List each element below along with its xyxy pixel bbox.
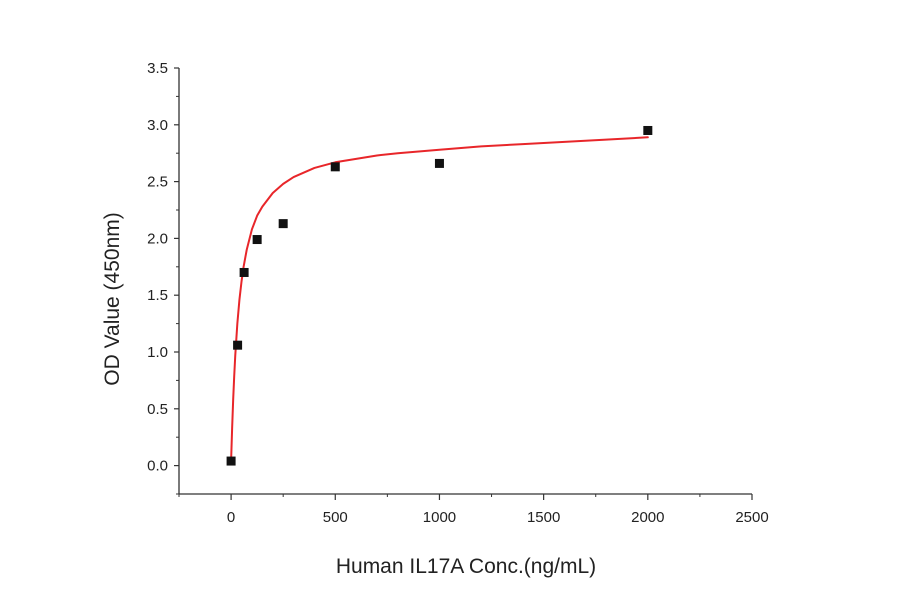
axes-layer: 0.0 0.5 1.0 1.5 2.0 2.5 3.0 3.5 0 500 1000 1500 2000… (147, 60, 769, 526)
x-tick-label-3: 1500 (527, 509, 560, 526)
y-tick-label-7: 3.5 (147, 60, 168, 77)
curve-layer (230, 136, 649, 463)
x-tick-label-2: 1000 (423, 509, 456, 526)
x-tick-label-5: 2500 (735, 509, 768, 526)
data-point-3 (252, 235, 262, 245)
data-point-4 (278, 219, 288, 229)
x-tick-label-0: 0 (227, 509, 235, 526)
data-point-7 (643, 125, 653, 135)
data-point-0 (226, 456, 236, 466)
data-point-6 (434, 158, 444, 168)
y-tick-label-1: 0.5 (147, 401, 168, 418)
y-tick-label-2: 1.0 (147, 344, 168, 361)
x-tick-label-4: 2000 (631, 509, 664, 526)
fit-curve-line (230, 136, 649, 463)
data-point-1 (233, 340, 243, 350)
data-point-2 (239, 267, 249, 277)
y-axis-title: OD Value (450nm) (101, 212, 124, 386)
points-layer (226, 125, 653, 466)
y-tick-label-5: 2.5 (147, 174, 168, 191)
y-tick-label-4: 2.0 (147, 230, 168, 247)
data-point-5 (330, 162, 340, 172)
x-axis-title: Human IL17A Conc.(ng/mL) (336, 555, 596, 578)
y-tick-label-3: 1.5 (147, 287, 168, 304)
y-tick-label-0: 0.0 (147, 458, 168, 475)
y-tick-label-6: 3.0 (147, 117, 168, 134)
x-tick-label-1: 500 (323, 509, 348, 526)
